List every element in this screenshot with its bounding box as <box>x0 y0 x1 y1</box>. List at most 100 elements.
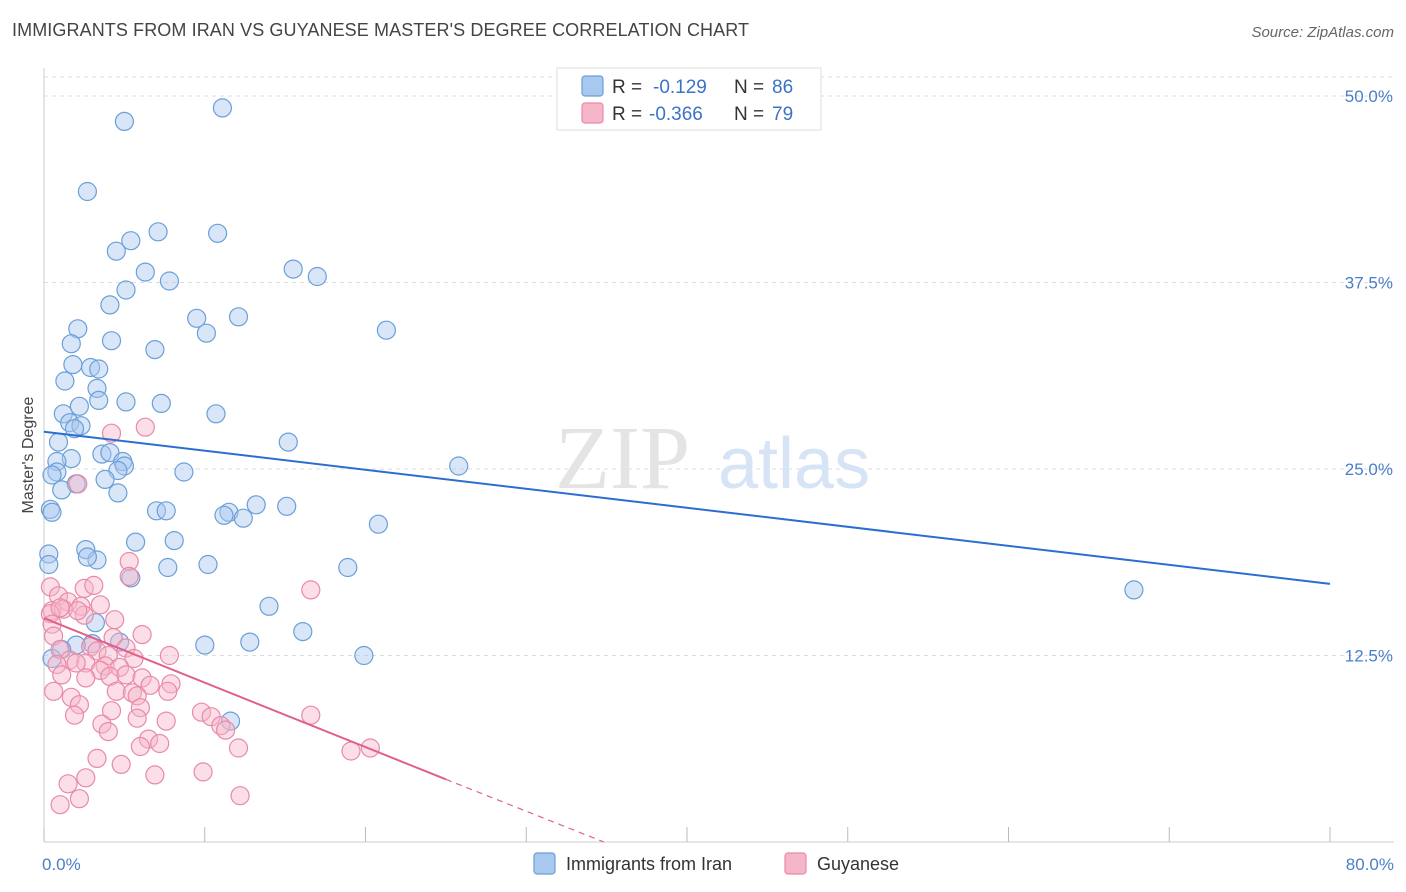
x-tick-label-0: 0.0% <box>42 855 81 874</box>
guyanese-point-22 <box>132 624 152 645</box>
bottom-legend-swatch-guyanese <box>784 852 807 875</box>
guyanese-point-77 <box>50 795 70 815</box>
bottom-legend: Immigrants from Iran Guyanese <box>533 852 899 875</box>
guyanese-point-42 <box>132 668 152 688</box>
iran-point-39 <box>61 449 81 469</box>
guyanese-point-45 <box>43 681 64 701</box>
guyanese-point-38 <box>52 665 72 685</box>
iran-point-22 <box>80 357 101 378</box>
guyanese-point-15 <box>68 601 88 621</box>
iran-point-56 <box>42 502 62 522</box>
x-tick-label-1: 80.0% <box>1346 855 1394 874</box>
iran-point-3 <box>121 231 141 251</box>
iran-point-24 <box>55 371 75 391</box>
guyanese-point-65 <box>130 736 150 757</box>
guyanese-point-62 <box>216 720 236 740</box>
iran-point-45 <box>174 462 194 482</box>
iran-point-36 <box>278 432 298 452</box>
guyanese-point-18 <box>50 598 70 618</box>
legend-swatch-iran <box>581 75 604 97</box>
watermark-atlas: atlas <box>718 424 870 504</box>
iran-point-11 <box>116 280 136 300</box>
x-axis-tick-labels: 0.0% 80.0% <box>42 855 1394 874</box>
watermark-zip: ZIP <box>555 409 690 508</box>
guyanese-point-66 <box>150 733 170 754</box>
trend-lines <box>43 430 1331 843</box>
guyanese-point-74 <box>193 762 213 782</box>
guyanese-point-58 <box>156 711 176 731</box>
y-axis-label: Master's Degree <box>20 396 37 513</box>
iran-point-26 <box>89 390 109 410</box>
iran-point-75 <box>85 613 106 633</box>
iran-point-28 <box>116 392 136 412</box>
iran-point-14 <box>228 307 249 327</box>
iran-points <box>39 98 1144 731</box>
guyanese-point-34 <box>47 654 67 675</box>
iran-point-74 <box>259 596 279 616</box>
iran-point-31 <box>206 404 226 424</box>
iran-point-61 <box>368 514 388 534</box>
guyanese-point-9 <box>301 580 321 600</box>
iran-point-29 <box>69 396 90 416</box>
legend-r-label-guyanese: R = <box>612 104 642 125</box>
guyanese-point-73 <box>76 768 96 788</box>
iran-point-69 <box>39 554 59 575</box>
iran-point-19 <box>101 331 122 351</box>
guyanese-point-0 <box>101 423 122 443</box>
top-legend: R = -0.129 N = 86 R = -0.366 N = 79 <box>556 67 822 131</box>
guyanese-point-76 <box>58 774 78 794</box>
iran-point-65 <box>39 544 59 564</box>
iran-point-27 <box>151 393 171 413</box>
guyanese-point-71 <box>111 754 131 775</box>
iran-point-10 <box>307 266 327 287</box>
guyanese-point-35 <box>66 653 86 673</box>
iran-point-37 <box>92 444 112 464</box>
iran-point-17 <box>376 320 396 340</box>
iran-point-35 <box>48 432 69 452</box>
guyanese-point-8 <box>119 566 139 587</box>
iran-point-58 <box>156 501 176 521</box>
iran-point-79 <box>195 635 215 655</box>
guyanese-point-59 <box>92 714 112 734</box>
iran-point-73 <box>1124 580 1144 600</box>
guyanese-point-78 <box>69 789 90 809</box>
guyanese-point-39 <box>76 668 96 688</box>
guyanese-point-30 <box>159 645 179 666</box>
iran-point-6 <box>106 241 126 261</box>
guyanese-point-75 <box>230 786 250 806</box>
x-axis-ticks <box>43 827 1331 842</box>
guyanese-point-64 <box>138 729 159 749</box>
guyanese-point-56 <box>127 708 147 728</box>
iran-trend-line <box>43 430 1331 585</box>
guyanese-point-61 <box>301 705 321 725</box>
guyanese-point-55 <box>64 705 85 725</box>
guyanese-point-16 <box>105 610 125 630</box>
guyanese-point-25 <box>50 639 70 660</box>
bottom-legend-swatch-iran <box>533 852 556 875</box>
guyanese-point-72 <box>145 765 165 785</box>
legend-n-label-iran: N = <box>734 77 764 98</box>
iran-point-20 <box>145 340 165 360</box>
guyanese-point-1 <box>135 417 155 437</box>
iran-point-64 <box>164 530 184 551</box>
guyanese-point-68 <box>87 748 107 769</box>
iran-point-68 <box>198 554 218 575</box>
iran-point-50 <box>108 483 128 503</box>
iran-point-25 <box>87 378 107 398</box>
guyanese-point-2 <box>68 474 88 494</box>
guyanese-point-67 <box>228 738 249 758</box>
y-tick-label-1: 25.0% <box>1345 460 1393 479</box>
y-tick-label-2: 37.5% <box>1345 274 1393 293</box>
iran-point-57 <box>146 501 167 521</box>
iran-point-71 <box>158 557 178 578</box>
iran-point-41 <box>449 456 469 476</box>
guyanese-point-63 <box>98 721 118 742</box>
legend-n-value-iran: 86 <box>772 77 793 98</box>
iran-point-59 <box>233 508 253 528</box>
grid-lines <box>44 76 1394 656</box>
guyanese-point-7 <box>84 575 104 596</box>
guyanese-point-27 <box>87 641 107 661</box>
iran-point-34 <box>64 419 85 439</box>
guyanese-points <box>40 417 380 815</box>
